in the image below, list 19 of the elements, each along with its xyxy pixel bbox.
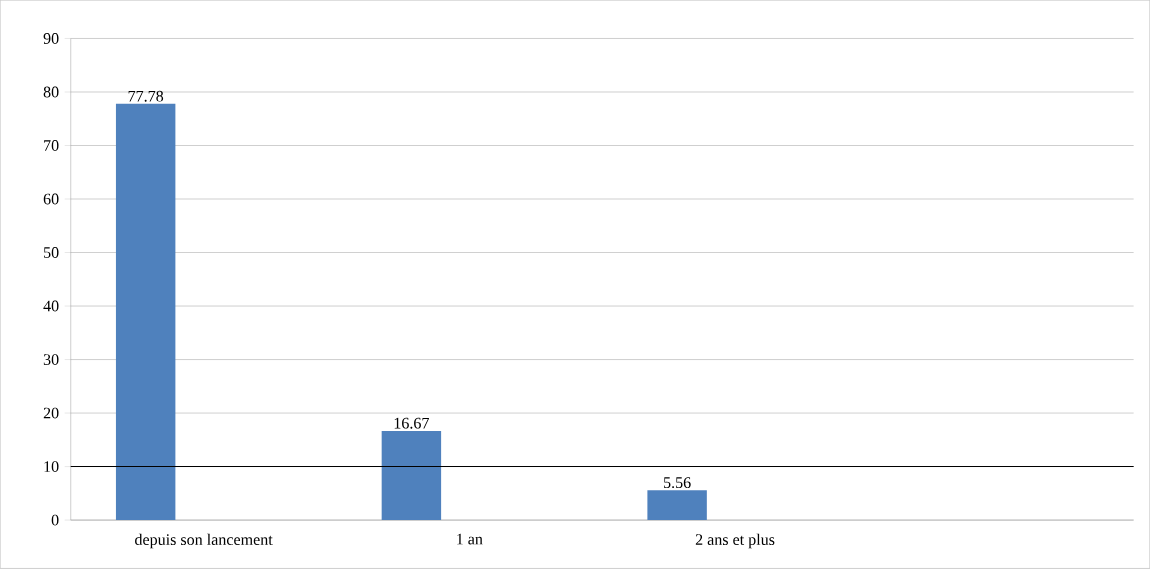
y-tick-label: 30: [43, 354, 59, 366]
x-tick-label: depuis son lancement: [135, 533, 273, 549]
y-tick-label: 40: [43, 300, 59, 312]
bar: [381, 431, 442, 521]
y-tick-label: 10: [44, 461, 59, 473]
y-tick-label: 60: [43, 193, 59, 205]
data-label: 77.78: [128, 90, 164, 102]
data-label: 5.56: [663, 477, 691, 489]
x-tick-label: 2 ans et plus: [695, 533, 775, 549]
y-tick-label: 0: [51, 514, 59, 526]
data-label: 16.67: [394, 417, 429, 429]
y-tick-label: 80: [43, 86, 59, 98]
x-tick-label: 1 an: [457, 533, 483, 545]
bar: [115, 104, 176, 521]
bar: [647, 490, 707, 521]
y-tick-label: 70: [44, 140, 59, 152]
y-tick-label: 90: [43, 33, 59, 45]
y-tick-label: 20: [43, 407, 59, 419]
y-tick-label: 50: [44, 247, 59, 259]
